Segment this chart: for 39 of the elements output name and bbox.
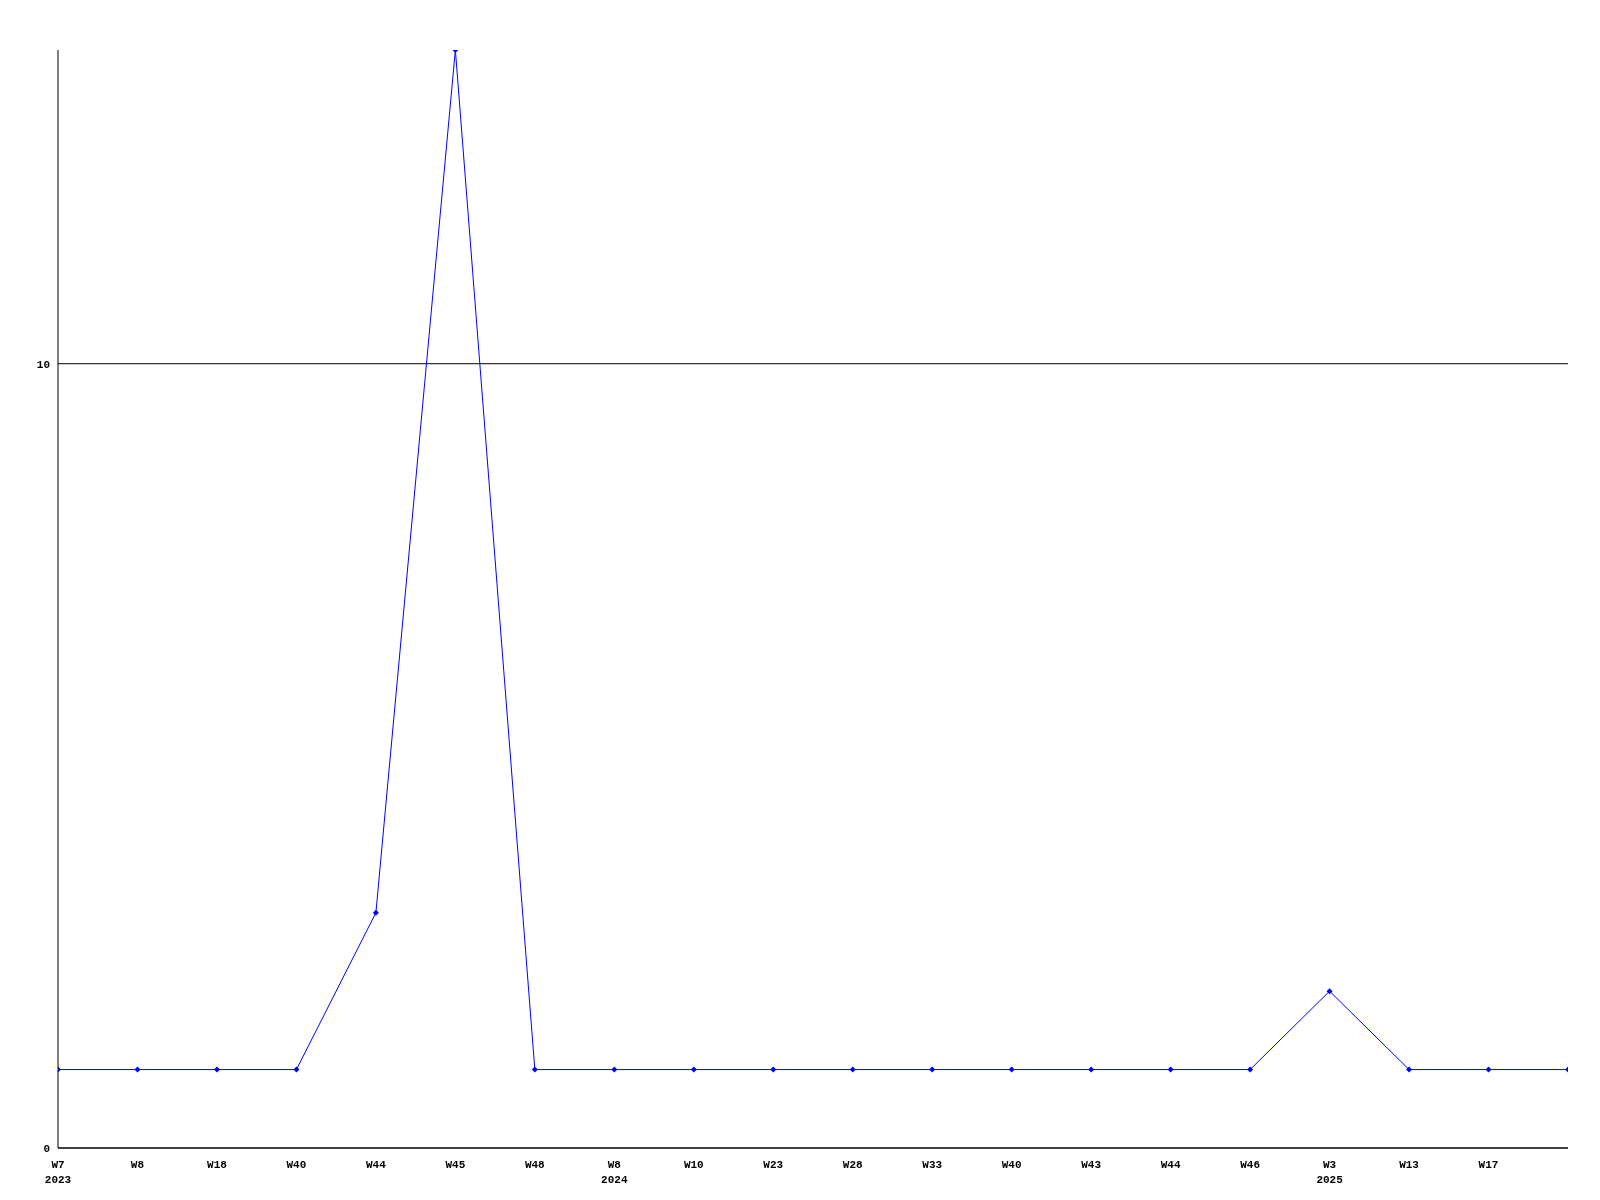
x-tick-label: W44 [365,1159,387,1171]
x-tick-label: W48 [524,1159,546,1171]
y-tick-label: 10 [36,358,50,371]
point [770,1066,777,1073]
x-tick-label: W46 [1240,1159,1261,1171]
point [1008,1066,1015,1073]
point [1247,1066,1254,1073]
x-tick-label: W3 2025 [1316,1159,1344,1186]
point [1406,1066,1413,1073]
x-tick-label: W28 [842,1159,864,1171]
x-tick-label: W13 [1399,1159,1420,1171]
y-tick-label: 0 [43,1142,50,1155]
x-tick-label: W40 [286,1159,307,1171]
point [293,1066,300,1073]
point [611,1066,618,1073]
x-tick-label: W17 [1478,1159,1499,1171]
point [372,909,379,916]
x-tick-label: W10 [683,1159,704,1171]
point [531,1066,538,1073]
point [1485,1066,1492,1073]
x-tick-label: W23 [763,1159,784,1171]
x-tick-label: W45 [445,1159,466,1171]
point [1088,1066,1095,1073]
point [134,1066,141,1073]
point [849,1066,856,1073]
x-tick-label: W43 [1081,1159,1102,1171]
point [213,1066,220,1073]
point [690,1066,697,1073]
point [1167,1066,1174,1073]
x-tick-label: W8 [130,1159,145,1171]
x-tick-label: W18 [207,1159,228,1171]
x-tick-label: W44 [1160,1159,1181,1171]
line-series [58,50,1568,1073]
x-tick-label: W7 2023 [44,1159,72,1186]
point [1326,988,1333,995]
x-tick-label: W8 2024 [601,1159,628,1186]
x-tick-label: W40 [1001,1159,1022,1171]
x-tick-label: W33 [922,1159,943,1171]
point [929,1066,936,1073]
